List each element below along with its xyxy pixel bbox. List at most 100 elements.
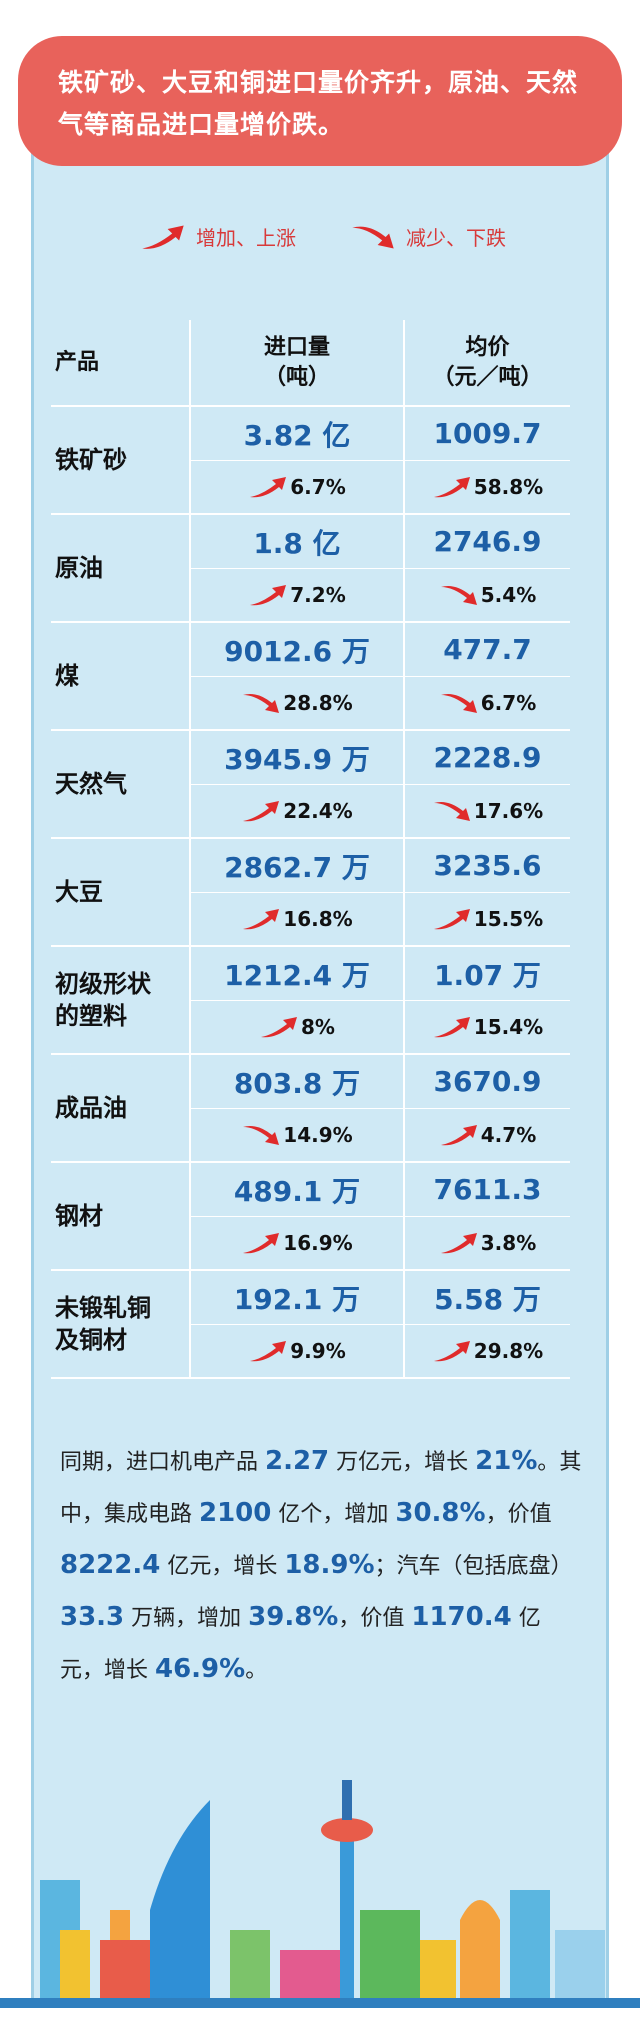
text: ；汽车（包括底盘） — [374, 1554, 573, 1579]
highlight: 8222.4 — [60, 1550, 161, 1580]
price-cell: 1.07 万 — [403, 947, 570, 1001]
arrow-up — [433, 1341, 470, 1362]
change-cell: 8% — [189, 1001, 403, 1055]
change-cell: 14.9% — [189, 1109, 403, 1163]
price-value: 1.07 万 — [434, 958, 541, 992]
arrow-down — [433, 802, 470, 821]
legend-up: 增加、上涨 — [140, 222, 296, 251]
change-value: 4.7% — [480, 1123, 537, 1147]
highlight: 1170.4 — [411, 1602, 512, 1632]
header-label: 进口量 — [263, 334, 330, 360]
text: ，价值 — [485, 1502, 552, 1527]
change-cell: 16.9% — [189, 1217, 403, 1271]
product-name: 煤 — [55, 662, 79, 690]
change-cell: 9.9% — [189, 1325, 403, 1379]
change-value: 15.5% — [473, 907, 544, 931]
change-value: 22.4% — [283, 799, 353, 823]
change-value: 8% — [301, 1015, 335, 1039]
volume-cell: 3945.9 万 — [189, 731, 403, 785]
product-cell: 未锻轧铜及铜材 — [51, 1271, 189, 1379]
change-cell: 3.8% — [403, 1217, 570, 1271]
volume-value: 3945.9 万 — [224, 742, 370, 776]
text: 。其中，集成电路 — [60, 1450, 582, 1527]
title: 铁矿砂、大豆和铜进口量价齐升，原油、天然气等商品进口量增价跌。 — [58, 68, 579, 139]
arrow-up — [142, 225, 184, 249]
volume-cell: 489.1 万 — [189, 1163, 403, 1217]
change-value: 6.7% — [480, 691, 537, 715]
text: ，价值 — [338, 1606, 412, 1631]
volume-cell: 803.8 万 — [189, 1055, 403, 1109]
table: 产品 进口量 （吨） 均价 （元／吨） 铁矿砂 3.82 亿 1009.7 6.7% 58.8% 原… — [51, 320, 570, 1379]
highlight: 39.8% — [248, 1602, 339, 1632]
price-value: 5.58 万 — [434, 1282, 541, 1316]
highlight: 2.27 — [265, 1446, 330, 1476]
highlight: 21% — [475, 1446, 538, 1476]
price-cell: 477.7 — [403, 623, 570, 677]
arrow-up — [440, 1233, 477, 1254]
text: 。 — [245, 1658, 268, 1683]
highlight: 33.3 — [60, 1602, 125, 1632]
text: 万亿元，增长 — [329, 1450, 476, 1475]
price-cell: 2746.9 — [403, 515, 570, 569]
volume-value: 192.1 万 — [233, 1282, 361, 1316]
product-cell: 大豆 — [51, 839, 189, 947]
text: 亿元，增长 — [60, 1606, 541, 1683]
header-unit: （元／吨） — [432, 364, 543, 390]
text: 亿个，增加 — [271, 1502, 396, 1527]
highlight: 30.8% — [395, 1498, 486, 1528]
product-name: 未锻轧铜及铜材 — [55, 1294, 151, 1354]
arrow-up — [250, 585, 287, 606]
arrow-up — [243, 909, 280, 930]
product-name: 初级形状的塑料 — [55, 970, 151, 1030]
product-name: 天然气 — [55, 770, 127, 798]
change-value: 16.9% — [283, 1231, 353, 1255]
change-value: 9.9% — [290, 1339, 346, 1363]
arrow-up — [250, 477, 287, 498]
product-name: 原油 — [55, 554, 103, 582]
text: 万辆，增加 — [124, 1606, 249, 1631]
volume-cell: 192.1 万 — [189, 1271, 403, 1325]
change-value: 5.4% — [480, 583, 537, 607]
header-cell: 产品 — [51, 320, 189, 407]
change-value: 14.9% — [283, 1123, 353, 1147]
arrow-up — [261, 1017, 298, 1038]
product-cell: 煤 — [51, 623, 189, 731]
change-value: 15.4% — [473, 1015, 544, 1039]
price-cell: 5.58 万 — [403, 1271, 570, 1325]
change-cell: 22.4% — [189, 785, 403, 839]
change-cell: 28.8% — [189, 677, 403, 731]
legend-down: 减少、下跌 — [350, 222, 506, 251]
arrow-down — [243, 694, 280, 713]
title-banner: 铁矿砂、大豆和铜进口量价齐升，原油、天然气等商品进口量增价跌。 — [18, 36, 622, 166]
header-unit: （吨） — [263, 364, 330, 390]
highlight: 46.9% — [155, 1654, 246, 1684]
product-cell: 原油 — [51, 515, 189, 623]
change-cell: 58.8% — [403, 461, 570, 515]
header-cell: 进口量 （吨） — [189, 320, 403, 407]
arrow-down — [440, 586, 477, 605]
arrow-up — [440, 1125, 477, 1146]
volume-value: 2862.7 万 — [224, 850, 370, 884]
volume-value: 803.8 万 — [233, 1066, 361, 1100]
text: 同期，进口机电产品 — [60, 1450, 265, 1475]
change-cell: 29.8% — [403, 1325, 570, 1379]
price-value: 7611.3 — [433, 1173, 542, 1206]
change-value: 16.8% — [283, 907, 353, 931]
product-name: 铁矿砂 — [55, 446, 127, 474]
background-panel — [31, 60, 609, 2026]
arrow-up — [250, 1341, 287, 1362]
price-cell: 3670.9 — [403, 1055, 570, 1109]
arrow-up — [243, 1233, 280, 1254]
city-illustration — [0, 1780, 640, 2026]
change-value: 6.7% — [290, 475, 346, 499]
text: 亿元，增长 — [160, 1554, 285, 1579]
volume-cell: 3.82 亿 — [189, 407, 403, 461]
arrow-down — [352, 226, 394, 248]
volume-cell: 2862.7 万 — [189, 839, 403, 893]
change-cell: 4.7% — [403, 1109, 570, 1163]
change-value: 17.6% — [473, 799, 544, 823]
change-cell: 17.6% — [403, 785, 570, 839]
volume-value: 1212.4 万 — [224, 958, 370, 992]
change-cell: 6.7% — [403, 677, 570, 731]
change-value: 7.2% — [290, 583, 346, 607]
